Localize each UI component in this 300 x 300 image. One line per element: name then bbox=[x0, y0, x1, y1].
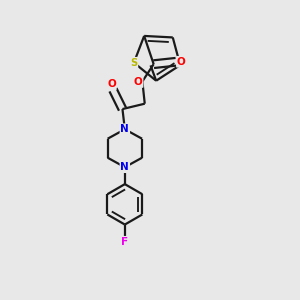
Text: N: N bbox=[121, 124, 129, 134]
Text: O: O bbox=[107, 80, 116, 89]
Text: N: N bbox=[121, 162, 129, 172]
Text: F: F bbox=[121, 237, 128, 247]
Text: O: O bbox=[177, 57, 186, 67]
Text: S: S bbox=[130, 58, 137, 68]
Text: O: O bbox=[134, 77, 142, 87]
